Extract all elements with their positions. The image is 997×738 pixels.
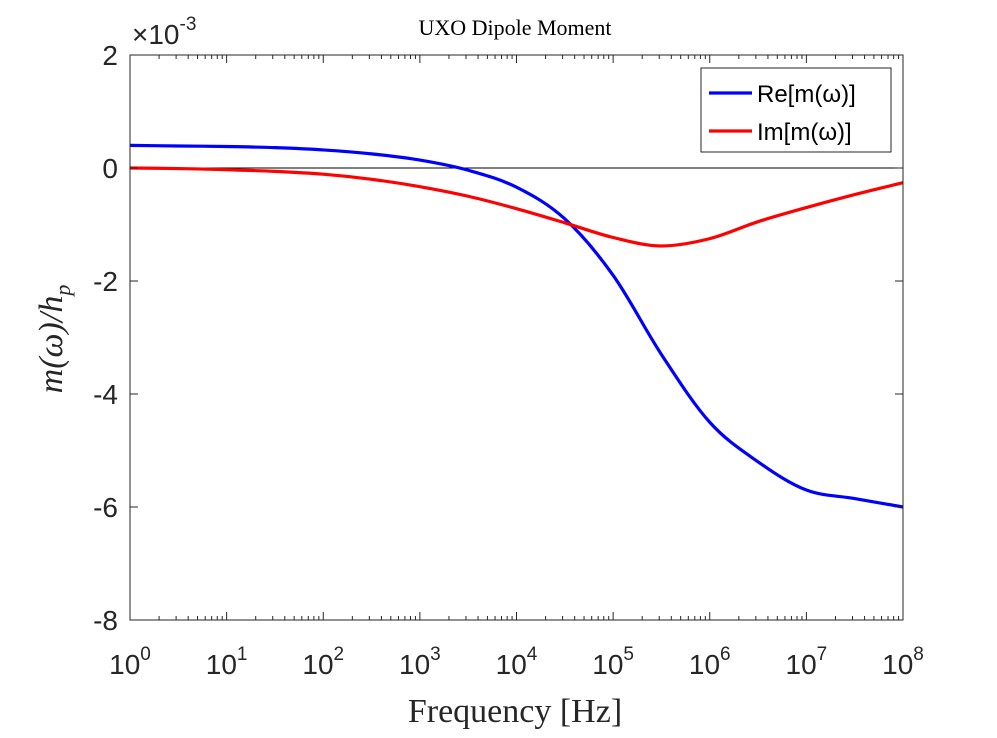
x-tick-label: 107 [786, 644, 828, 680]
y-tick-label: -4 [93, 379, 118, 410]
x-tick-label-base: 10 [496, 649, 527, 680]
y-axis-label-main: m(ω)/h [33, 296, 70, 394]
y-tick-label: 2 [102, 40, 118, 71]
x-tick-label-exp: 8 [913, 644, 924, 665]
y-tick-label: -2 [93, 266, 118, 297]
legend-label-re: Re[m(ω)] [757, 81, 856, 108]
x-tick-label-base: 10 [399, 649, 430, 680]
x-tick-label-exp: 0 [140, 644, 151, 665]
legend-label-im: Im[m(ω)] [757, 119, 852, 146]
x-tick-label-exp: 2 [334, 644, 345, 665]
y-axis-multiplier-base: ×10 [132, 19, 180, 50]
x-tick-label-exp: 6 [720, 644, 731, 665]
x-tick-label: 103 [399, 644, 441, 680]
x-tick-label-base: 10 [882, 649, 913, 680]
y-tick-label: -6 [93, 492, 118, 523]
x-tick-label: 106 [689, 644, 731, 680]
series-line-re [129, 143, 904, 509]
x-tick-label: 102 [302, 644, 344, 680]
legend: Re[m(ω)] Im[m(ω)] [700, 67, 892, 153]
plot-area: 100 101 102 103 104 105 106 107 10820-2-4-6-8Re[… [93, 40, 924, 680]
legend-box [700, 67, 892, 153]
x-tick-label-exp: 7 [817, 644, 828, 665]
series-line-im [129, 166, 904, 248]
x-tick-label-base: 10 [689, 649, 720, 680]
y-axis-label-sub: p [50, 285, 75, 298]
x-tick-label: 104 [496, 644, 538, 680]
y-tick-label: 0 [102, 153, 118, 184]
x-tick-label: 101 [206, 644, 248, 680]
x-tick-label: 105 [592, 644, 634, 680]
x-tick-label-exp: 3 [430, 644, 441, 665]
y-axis-multiplier: ×10-3 [132, 14, 196, 50]
x-tick-label-base: 10 [206, 649, 237, 680]
y-axis-multiplier-exp: -3 [180, 14, 197, 35]
x-tick-label-exp: 4 [527, 644, 538, 665]
x-axis-label: Frequency [Hz] [408, 693, 622, 730]
x-tick-label: 108 [882, 644, 924, 680]
x-tick-label: 100 [109, 644, 151, 680]
y-axis-label: m(ω)/hp [33, 285, 75, 394]
x-tick-label-base: 10 [109, 649, 140, 680]
y-tick-label: -8 [93, 605, 118, 636]
x-tick-label-exp: 1 [237, 644, 248, 665]
x-tick-label-base: 10 [592, 649, 623, 680]
x-tick-label-exp: 5 [623, 644, 634, 665]
chart-title: UXO Dipole Moment [418, 15, 611, 40]
x-tick-label-base: 10 [302, 649, 333, 680]
x-tick-label-base: 10 [786, 649, 817, 680]
